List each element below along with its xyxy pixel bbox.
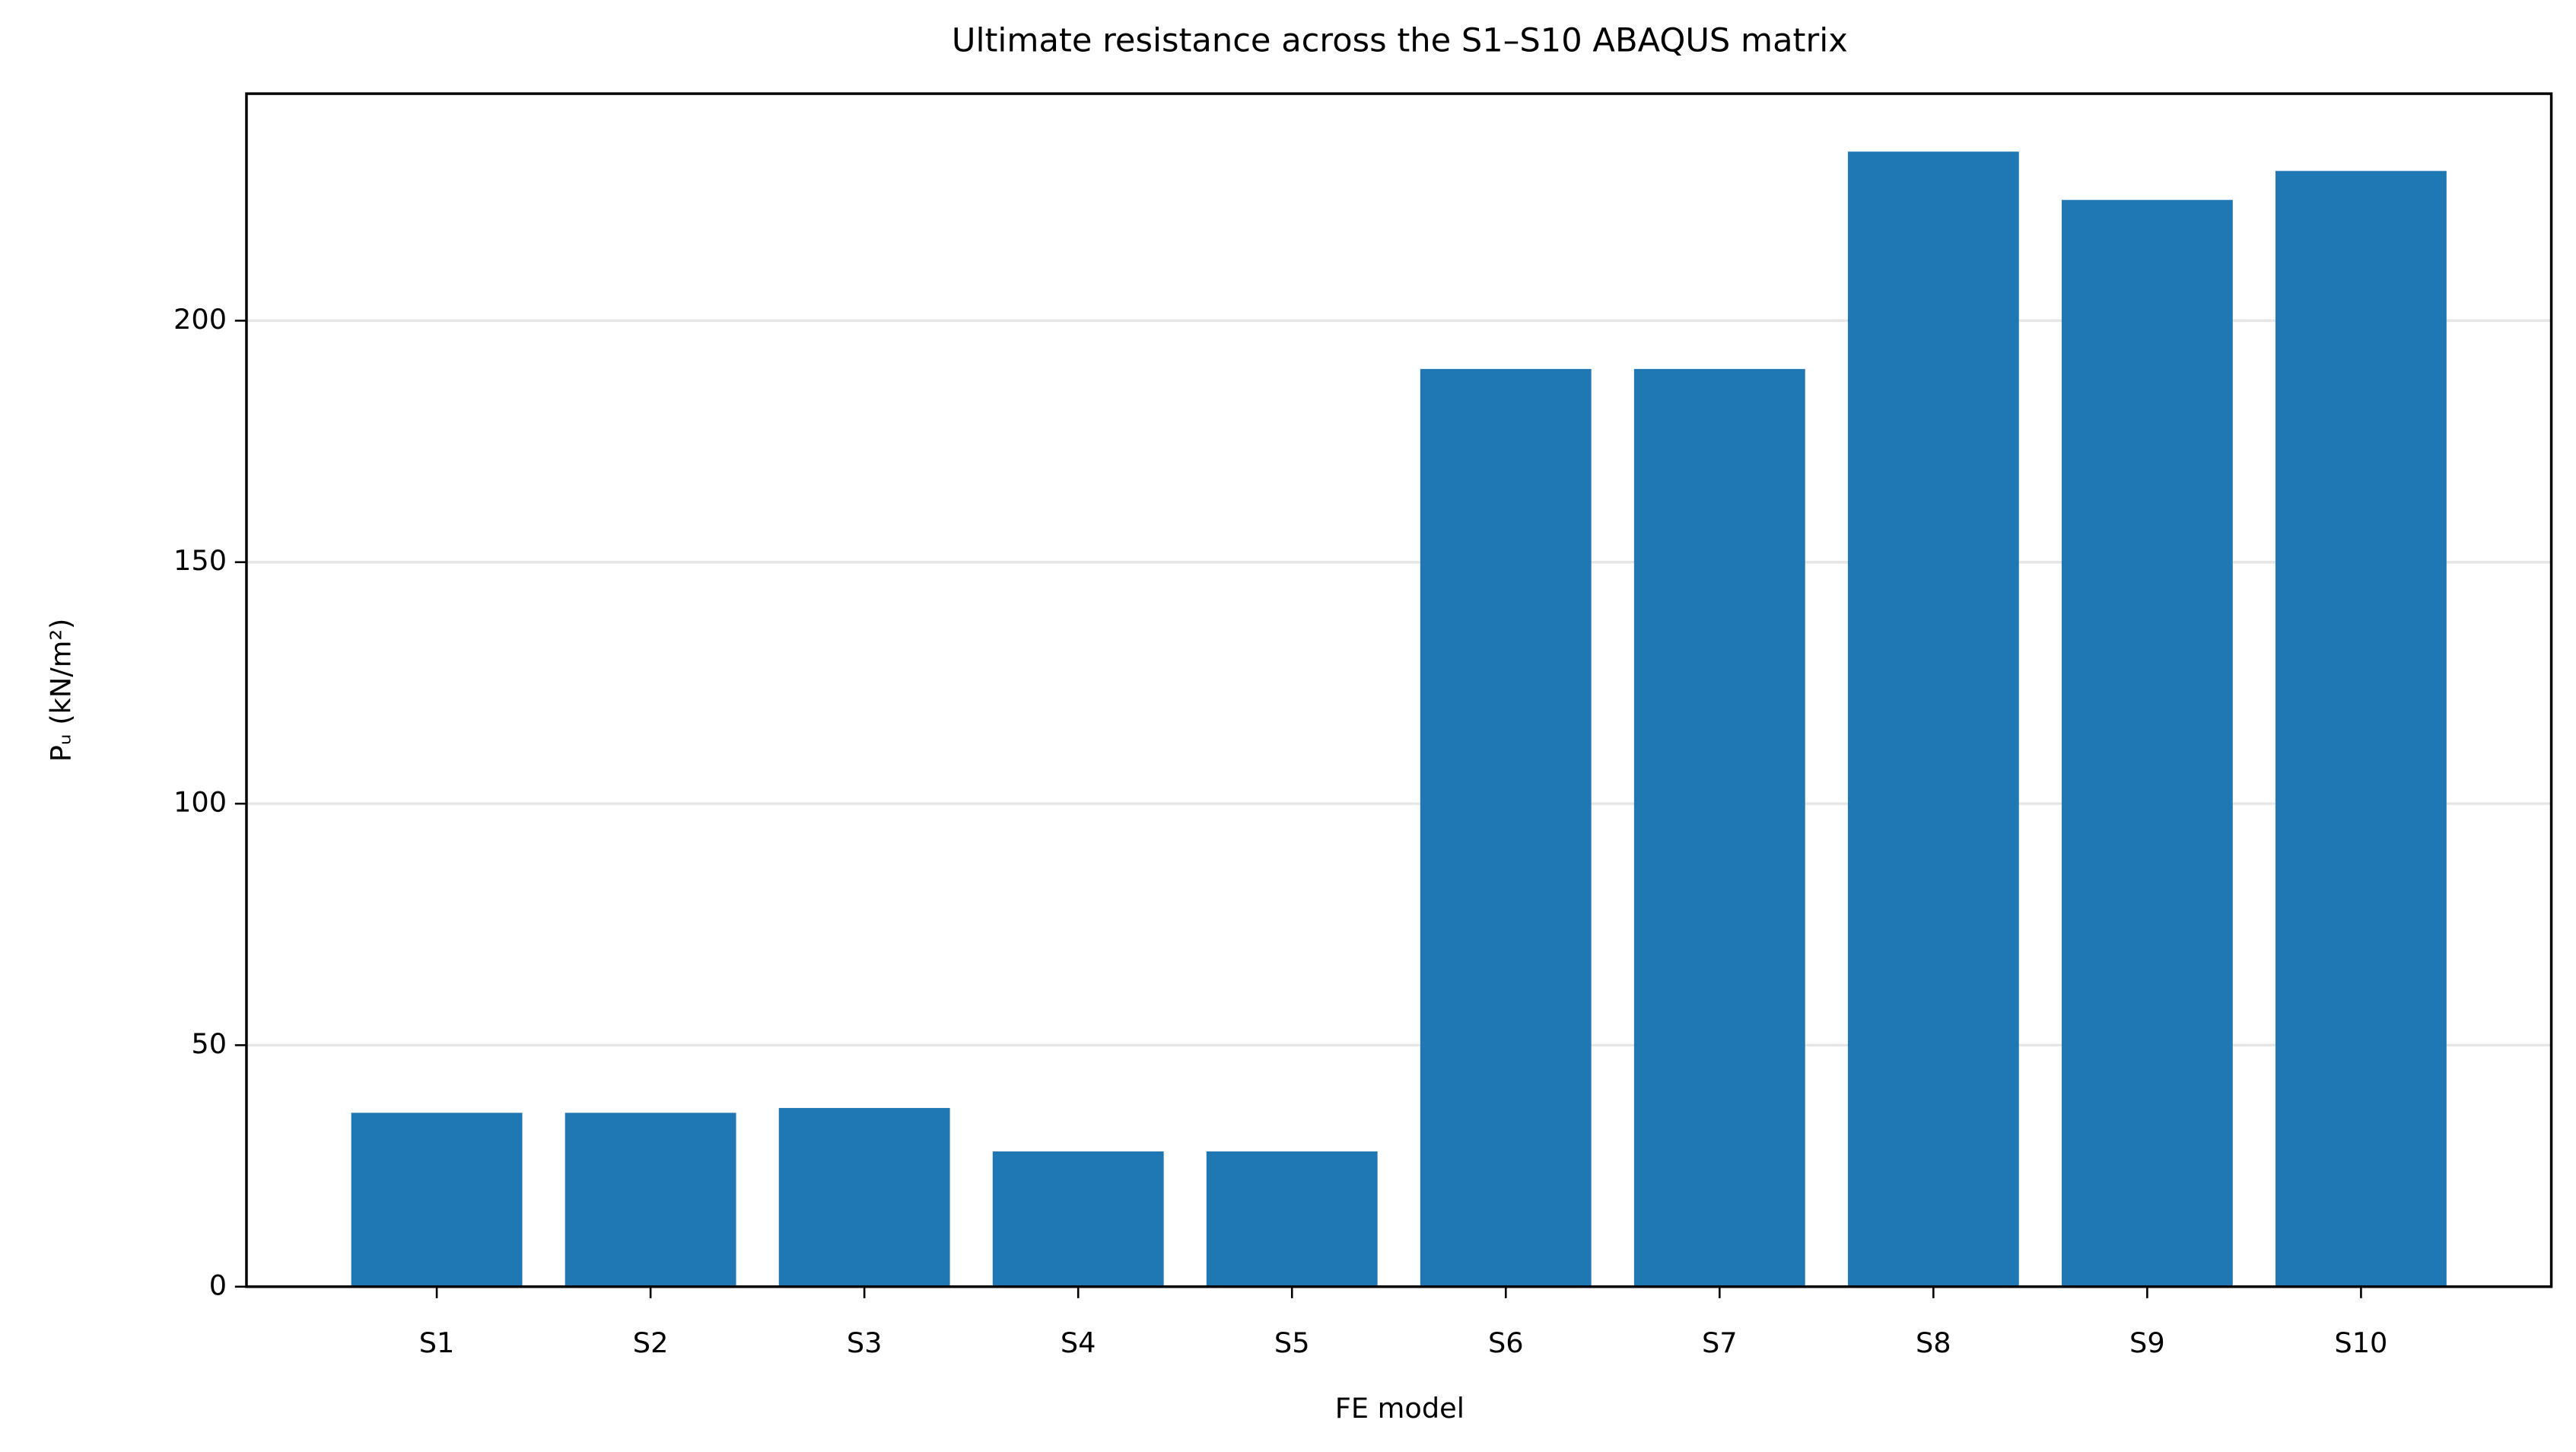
bar	[1633, 368, 1805, 1287]
x-tick-label: S7	[1702, 1326, 1738, 1359]
x-axis-label: FE model	[1335, 1392, 1465, 1425]
bar	[564, 1113, 736, 1287]
x-tick-label: S5	[1274, 1326, 1310, 1359]
y-tick-label: 150	[173, 544, 227, 577]
x-tick-label: S8	[1916, 1326, 1951, 1359]
x-tick-label: S10	[2334, 1326, 2387, 1359]
bar	[1847, 151, 2019, 1287]
y-tick-label: 100	[173, 786, 227, 819]
bar	[992, 1151, 1164, 1287]
x-tick-label: S1	[419, 1326, 455, 1359]
chart-title: Ultimate resistance across the S1–S10 AB…	[952, 22, 1848, 60]
x-tick-label: S6	[1488, 1326, 1524, 1359]
x-tick-label: S4	[1061, 1326, 1096, 1359]
bar	[778, 1107, 950, 1287]
y-tick-label: 0	[209, 1269, 227, 1301]
axes: 0 50 100 150 200 S1 S2 S3 S4 S5 S6 S7 S8 S9 S10	[173, 92, 2553, 1359]
x-tick-label: S2	[633, 1326, 669, 1359]
y-tick-label: 200	[173, 303, 227, 336]
y-axis-label: Pᵤ (kN/m²)	[45, 619, 78, 763]
bar	[1206, 1151, 1378, 1287]
x-tick-label: S3	[847, 1326, 883, 1359]
bar	[351, 1113, 523, 1287]
bar	[1420, 368, 1592, 1287]
plot-frame	[245, 92, 2553, 1288]
bar	[2275, 170, 2447, 1287]
bars	[351, 151, 2447, 1287]
x-tick-label: S9	[2129, 1326, 2165, 1359]
y-tick-label: 50	[191, 1027, 227, 1060]
bar	[2061, 199, 2233, 1287]
